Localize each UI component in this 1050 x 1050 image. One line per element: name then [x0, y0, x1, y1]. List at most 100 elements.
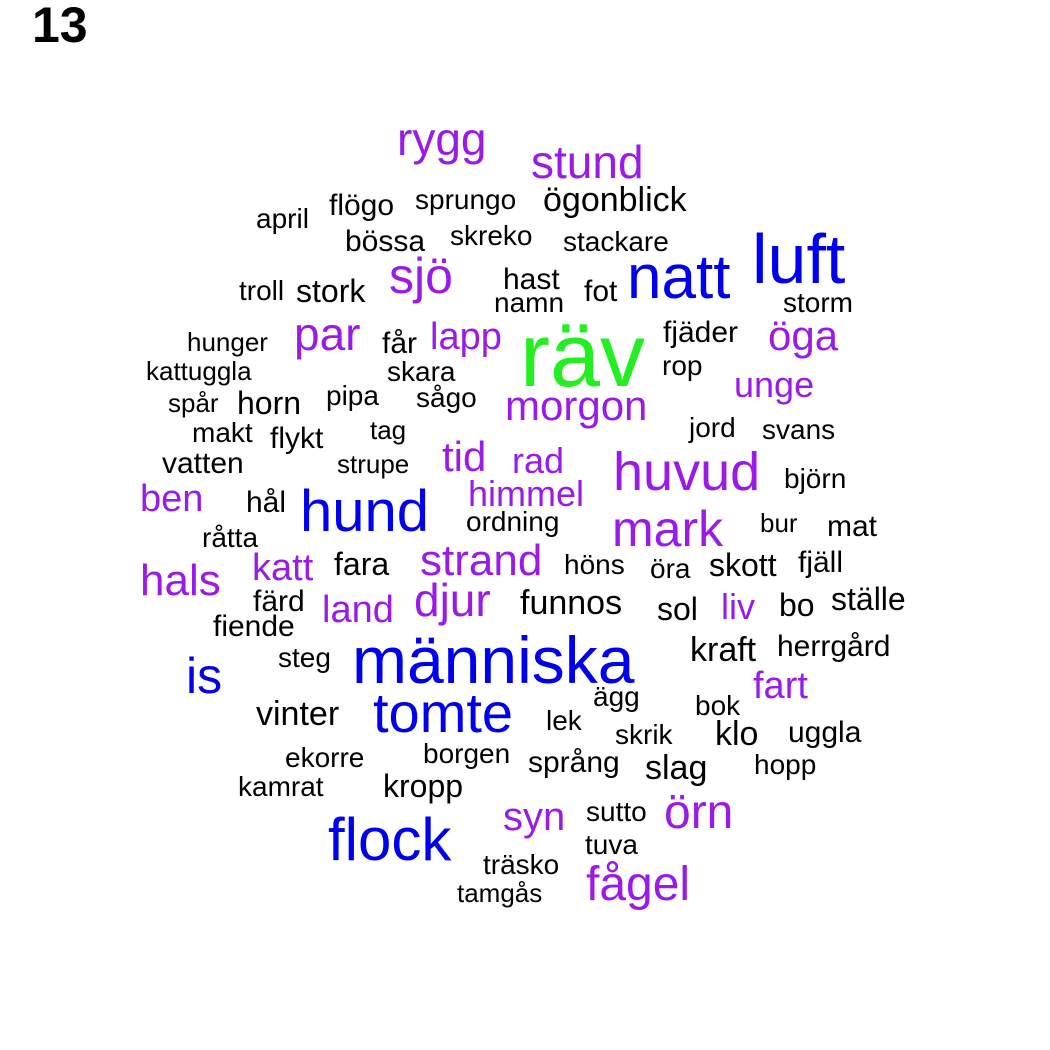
cloud-word: makt: [192, 417, 253, 448]
cloud-word: lapp: [430, 316, 502, 358]
cloud-word: skrik: [615, 719, 673, 750]
cloud-word: ordning: [466, 506, 560, 537]
cloud-word: öga: [768, 312, 839, 359]
cloud-word: räv: [520, 306, 646, 406]
cloud-word: borgen: [423, 738, 511, 769]
cloud-word: tomte: [373, 681, 514, 744]
cloud-word: ekorre: [285, 742, 365, 773]
cloud-word: tuva: [585, 829, 638, 860]
cloud-word: troll: [239, 275, 285, 306]
cloud-word: hund: [300, 479, 430, 544]
cloud-word: mat: [827, 510, 878, 543]
cloud-word: kamrat: [238, 771, 324, 802]
cloud-word: pipa: [326, 380, 379, 411]
cloud-word: natt: [627, 243, 731, 312]
cloud-word: björn: [784, 463, 847, 494]
cloud-word: himmel: [468, 473, 585, 514]
cloud-word: bur: [760, 508, 798, 538]
cloud-word: horn: [237, 385, 302, 421]
cloud-word: fjäder: [663, 316, 739, 349]
cloud-word: bössa: [345, 225, 426, 258]
cloud-word: steg: [278, 642, 331, 673]
cloud-word: sutto: [586, 796, 647, 827]
cloud-word: slag: [645, 749, 708, 787]
cloud-word: sprungo: [415, 184, 517, 215]
cloud-word: flock: [328, 806, 452, 873]
cloud-word: lek: [546, 705, 582, 736]
cloud-word: jord: [689, 412, 736, 443]
cloud-word: strupe: [337, 449, 410, 479]
cloud-word: fara: [334, 546, 390, 582]
cloud-word: flykt: [270, 422, 324, 455]
cloud-word: is: [186, 648, 223, 704]
cloud-word: huvud: [613, 442, 761, 502]
cloud-word: öra: [650, 553, 691, 584]
cloud-word: hopp: [754, 749, 817, 780]
cloud-word: bo: [779, 587, 815, 623]
cloud-word: träsko: [483, 849, 560, 880]
cloud-word: färd: [253, 585, 305, 618]
cloud-word: namn: [494, 287, 565, 318]
cloud-word: bok: [695, 690, 741, 721]
cloud-word: hål: [246, 486, 287, 519]
cloud-word: skara: [387, 356, 456, 387]
cloud-word: får: [382, 327, 418, 360]
cloud-word: rop: [662, 350, 703, 381]
cloud-word: vinter: [256, 695, 340, 733]
cloud-word: stackare: [563, 226, 669, 257]
cloud-word: tid: [442, 433, 487, 480]
cloud-word: fjäll: [798, 546, 844, 579]
cloud-word: örn: [664, 786, 734, 839]
cloud-word: ägg: [593, 681, 640, 712]
cloud-word: unge: [734, 364, 815, 405]
cloud-word: hals: [140, 556, 221, 605]
cloud-word: sjö: [389, 248, 453, 304]
cloud-word: höns: [564, 549, 625, 580]
cloud-word: spår: [168, 388, 219, 418]
cloud-word: skott: [709, 547, 777, 583]
cloud-word: människa: [352, 623, 635, 697]
cloud-word: kraft: [690, 631, 757, 669]
cloud-word: kattuggla: [146, 356, 252, 386]
cloud-word: svans: [762, 414, 836, 445]
cloud-word: herrgård: [777, 630, 891, 663]
cloud-word: storm: [783, 287, 853, 318]
cloud-word: rygg: [397, 113, 487, 165]
cloud-word: ben: [140, 478, 204, 520]
cloud-word: par: [294, 308, 361, 360]
cloud-word: funnos: [520, 584, 623, 622]
cloud-word: ställe: [831, 581, 906, 617]
cloud-word: tamgås: [457, 878, 543, 908]
cloud-word: mark: [612, 501, 724, 557]
cloud-word: april: [256, 203, 309, 234]
cloud-word: språng: [528, 746, 620, 779]
cloud-word: liv: [721, 586, 755, 627]
cloud-word: djur: [414, 574, 491, 626]
cloud-word: strand: [420, 536, 543, 585]
cloud-word: syn: [503, 795, 566, 839]
cloud-word: fiende: [213, 610, 295, 643]
cloud-word: skreko: [450, 220, 533, 251]
cloud-word: stork: [296, 273, 366, 309]
cloud-word: fart: [753, 665, 808, 707]
cloud-word: uggla: [788, 716, 862, 749]
cloud-word: morgon: [505, 382, 648, 429]
cloud-word: rad: [512, 440, 565, 481]
cloud-word: klo: [715, 715, 759, 753]
cloud-word: luft: [752, 220, 846, 298]
cloud-word: katt: [252, 547, 314, 589]
cloud-word: ögonblick: [543, 181, 687, 219]
cloud-word: stund: [531, 136, 644, 188]
cloud-word: vatten: [162, 447, 244, 480]
cloud-word: fågel: [586, 858, 691, 911]
cloud-word: tag: [370, 415, 407, 445]
cloud-word: sågo: [416, 382, 477, 413]
cloud-word: hunger: [187, 327, 268, 357]
cloud-word: kropp: [383, 768, 464, 804]
cloud-word: land: [322, 589, 394, 631]
cloud-word: fot: [584, 275, 618, 308]
cloud-word: råtta: [202, 522, 259, 553]
cloud-word: flögo: [329, 189, 395, 222]
cloud-word: hast: [503, 263, 560, 296]
